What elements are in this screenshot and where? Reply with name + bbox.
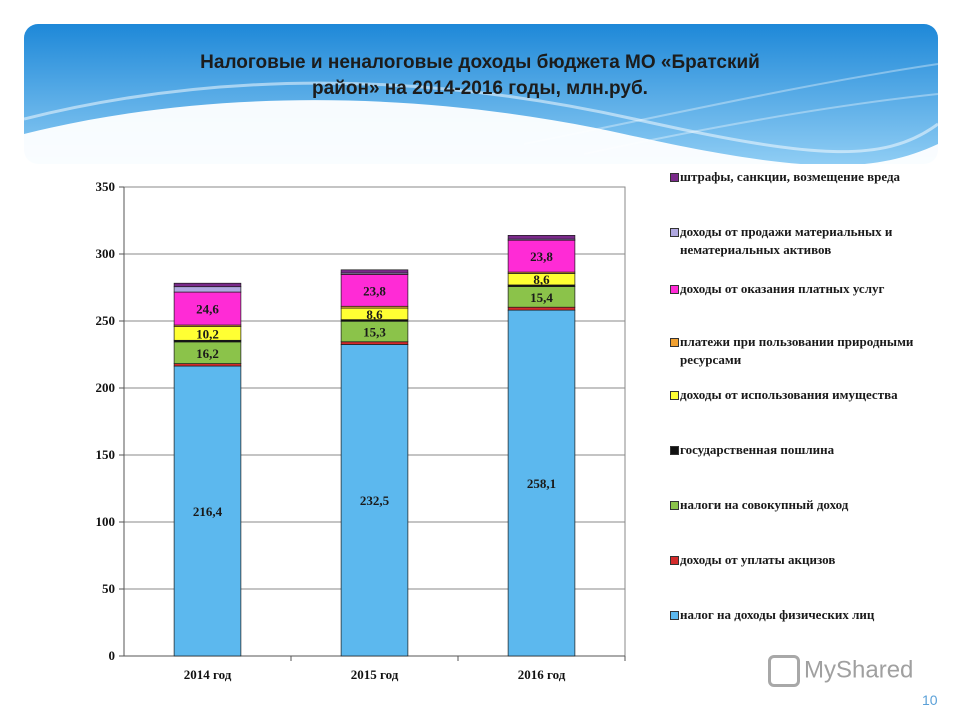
y-tick-label: 200: [96, 380, 116, 395]
x-tick-label: 2014 год: [184, 667, 232, 682]
y-tick-label: 250: [96, 313, 116, 328]
bar-segment: [507, 306, 576, 311]
page-number: 10: [922, 692, 938, 708]
data-label: 15,3: [363, 325, 386, 340]
y-tick-label: 150: [96, 447, 116, 462]
bar-segment: [173, 282, 242, 288]
legend-swatch: [670, 338, 679, 347]
bar-segment: [173, 363, 242, 367]
legend-label: доходы от оказания платных услуг: [680, 281, 885, 296]
y-tick-label: 50: [102, 581, 115, 596]
watermark-text: MyShared: [804, 656, 914, 684]
legend-swatch: [670, 446, 679, 455]
legend-item: налог на доходы физических лиц: [668, 606, 918, 624]
bar-segment: [173, 286, 242, 293]
axes: 0 50 100 150 200 250 300 350 2014 год 2015 год 201…: [96, 179, 626, 682]
data-label: 15,4: [530, 290, 553, 305]
data-label: 232,5: [360, 493, 390, 508]
legend-label: доходы от уплаты акцизов: [680, 552, 836, 567]
bar-segment: [173, 291, 242, 326]
legend-swatch: [670, 391, 679, 400]
legend-label: налоги на совокупный доход: [680, 497, 849, 512]
bar-segment: [340, 341, 409, 345]
data-label: 8,6: [366, 307, 383, 322]
legend-item: государственная пошлина: [668, 441, 918, 459]
x-tick-label: 2016 год: [518, 667, 566, 682]
legend-item: доходы от уплаты акцизов: [668, 551, 918, 569]
title-line-1: Налоговые и неналоговые доходы бюджета М…: [200, 52, 760, 73]
bar-segment: [173, 365, 242, 657]
legend-label: доходы от продажи материальных и нематер…: [680, 224, 893, 257]
legend-item: платежи при пользовании природными ресур…: [668, 333, 918, 369]
bar-segment: [507, 239, 576, 273]
data-label: 10,2: [196, 326, 219, 341]
data-labels: 216,4 16,2 10,2 24,6 232,5 15,3 8,6 23,8 258,1 15…: [193, 249, 556, 519]
y-tick-label: 300: [96, 246, 116, 261]
legend-item: доходы от продажи материальных и нематер…: [668, 223, 918, 259]
data-label: 216,4: [193, 504, 223, 519]
legend-swatch: [670, 501, 679, 510]
data-label: 16,2: [196, 346, 219, 361]
bar-segment: [340, 344, 409, 657]
legend-item: доходы от использования имущества: [668, 386, 918, 404]
bar-segment: [340, 269, 409, 274]
y-tick-label: 100: [96, 514, 116, 529]
y-tick-label: 350: [96, 179, 116, 194]
presentation-logo-icon: [768, 655, 800, 687]
legend-item: штрафы, санкции, возмещение вреда: [668, 168, 918, 186]
legend-item: доходы от оказания платных услуг: [668, 280, 918, 298]
chart-legend: штрафы, санкции, возмещение вреда доходы …: [668, 168, 928, 648]
title-line-2: район» на 2014-2016 годы, млн.руб.: [312, 78, 648, 99]
bars: [173, 235, 576, 657]
y-tick-label: 0: [109, 648, 116, 663]
legend-swatch: [670, 173, 679, 182]
bar-segment: [507, 309, 576, 657]
x-tick-label: 2015 год: [351, 667, 399, 682]
data-label: 24,6: [196, 302, 219, 317]
data-label: 23,8: [530, 249, 553, 264]
bar-segment: [507, 235, 576, 240]
legend-swatch: [670, 285, 679, 294]
legend-item: налоги на совокупный доход: [668, 496, 918, 514]
data-label: 23,8: [363, 283, 386, 298]
slide-title: Налоговые и неналоговые доходы бюджета М…: [120, 50, 840, 102]
legend-swatch: [670, 611, 679, 620]
watermark: MyShared: [768, 655, 913, 687]
legend-label: штрафы, санкции, возмещение вреда: [680, 169, 901, 184]
legend-label: государственная пошлина: [680, 442, 835, 457]
legend-swatch: [670, 556, 679, 565]
data-label: 258,1: [527, 476, 556, 491]
header-banner: [24, 24, 938, 164]
legend-label: доходы от использования имущества: [680, 387, 898, 402]
bar-segment: [340, 274, 409, 307]
data-label: 8,6: [533, 272, 550, 287]
legend-swatch: [670, 228, 679, 237]
legend-label: налог на доходы физических лиц: [680, 607, 875, 622]
legend-label: платежи при пользовании природными ресур…: [680, 334, 914, 367]
